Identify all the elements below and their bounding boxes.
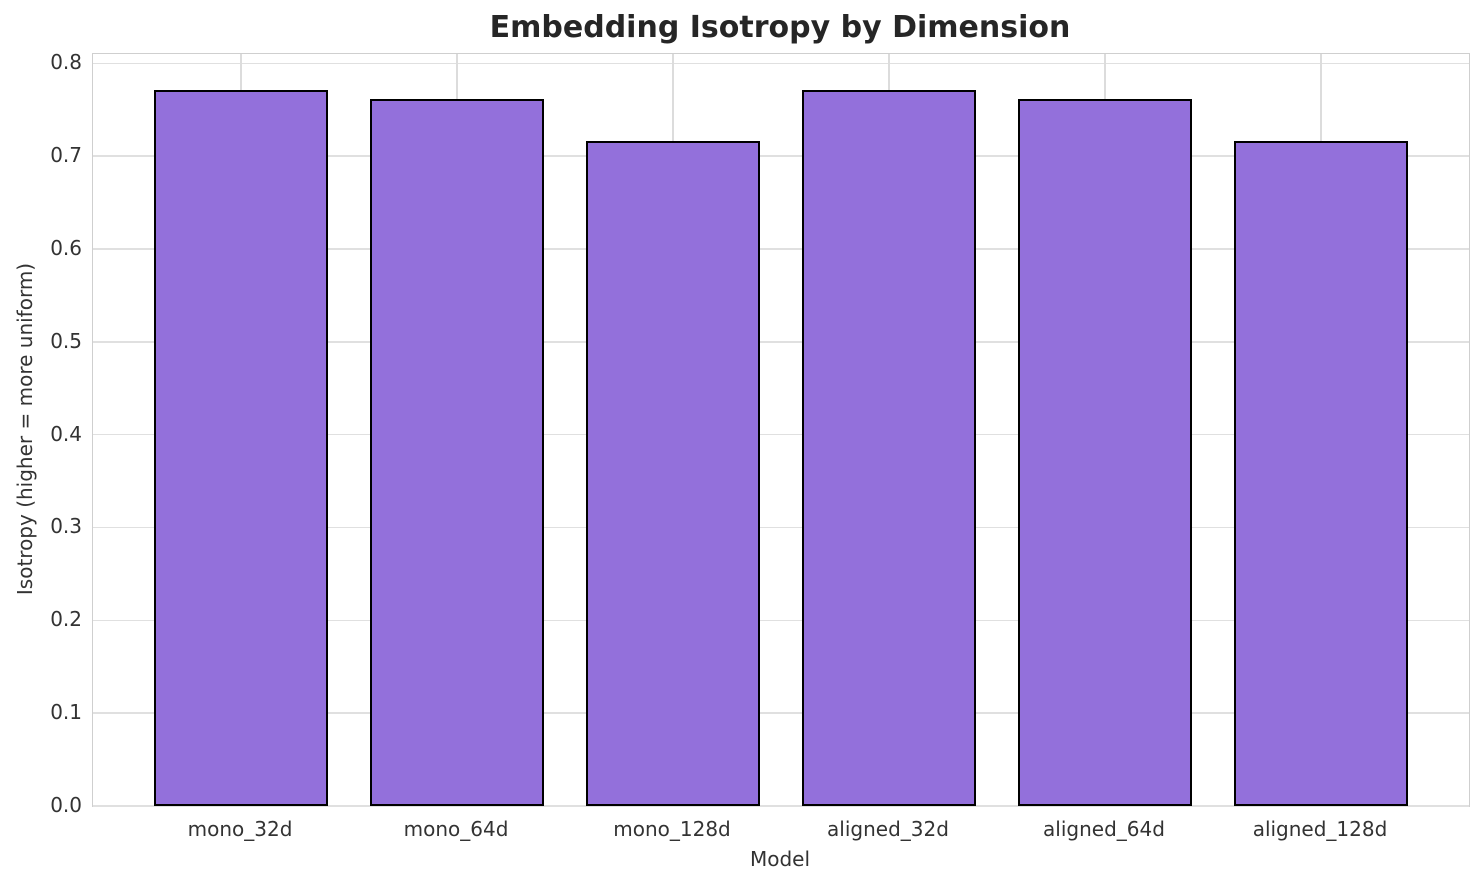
h-gridline	[93, 712, 1469, 714]
h-gridline	[93, 433, 1469, 436]
y-tick-label: 0.8	[50, 50, 82, 75]
h-gridline	[93, 805, 1469, 807]
h-gridline	[93, 526, 1469, 529]
bar-aligned_128d	[1234, 141, 1408, 806]
bar-aligned_64d	[1018, 98, 1192, 806]
h-gridline	[93, 248, 1469, 250]
h-gridline	[93, 341, 1469, 343]
bar-aligned_32d	[802, 90, 976, 806]
bar-mono_32d	[154, 90, 328, 806]
bars-layer	[93, 54, 1469, 806]
plot-area	[92, 53, 1470, 807]
x-tick-label: aligned_32d	[827, 817, 949, 841]
x-tick-label: mono_64d	[403, 817, 509, 841]
x-tick-label: mono_32d	[187, 817, 293, 841]
x-tick-label: aligned_64d	[1043, 817, 1165, 841]
chart-title: Embedding Isotropy by Dimension	[489, 10, 1071, 45]
y-tick-label: 0.0	[50, 793, 82, 817]
h-gridline	[93, 62, 1469, 65]
y-tick-label: 0.3	[50, 514, 82, 539]
x-tick-label: mono_128d	[613, 817, 731, 841]
y-tick-label: 0.5	[50, 328, 82, 353]
x-tick-label: aligned_128d	[1252, 817, 1388, 841]
bar-mono_128d	[586, 141, 760, 806]
h-gridline	[93, 619, 1469, 622]
y-tick-label: 0.1	[50, 700, 82, 725]
y-tick-label: 0.6	[50, 235, 82, 260]
x-axis-label: Model	[749, 847, 811, 871]
bar-mono_64d	[370, 98, 544, 806]
y-tick-label: 0.2	[50, 607, 82, 632]
y-tick-label: 0.7	[50, 143, 82, 168]
h-gridline	[93, 155, 1469, 157]
y-tick-label: 0.4	[50, 421, 82, 446]
